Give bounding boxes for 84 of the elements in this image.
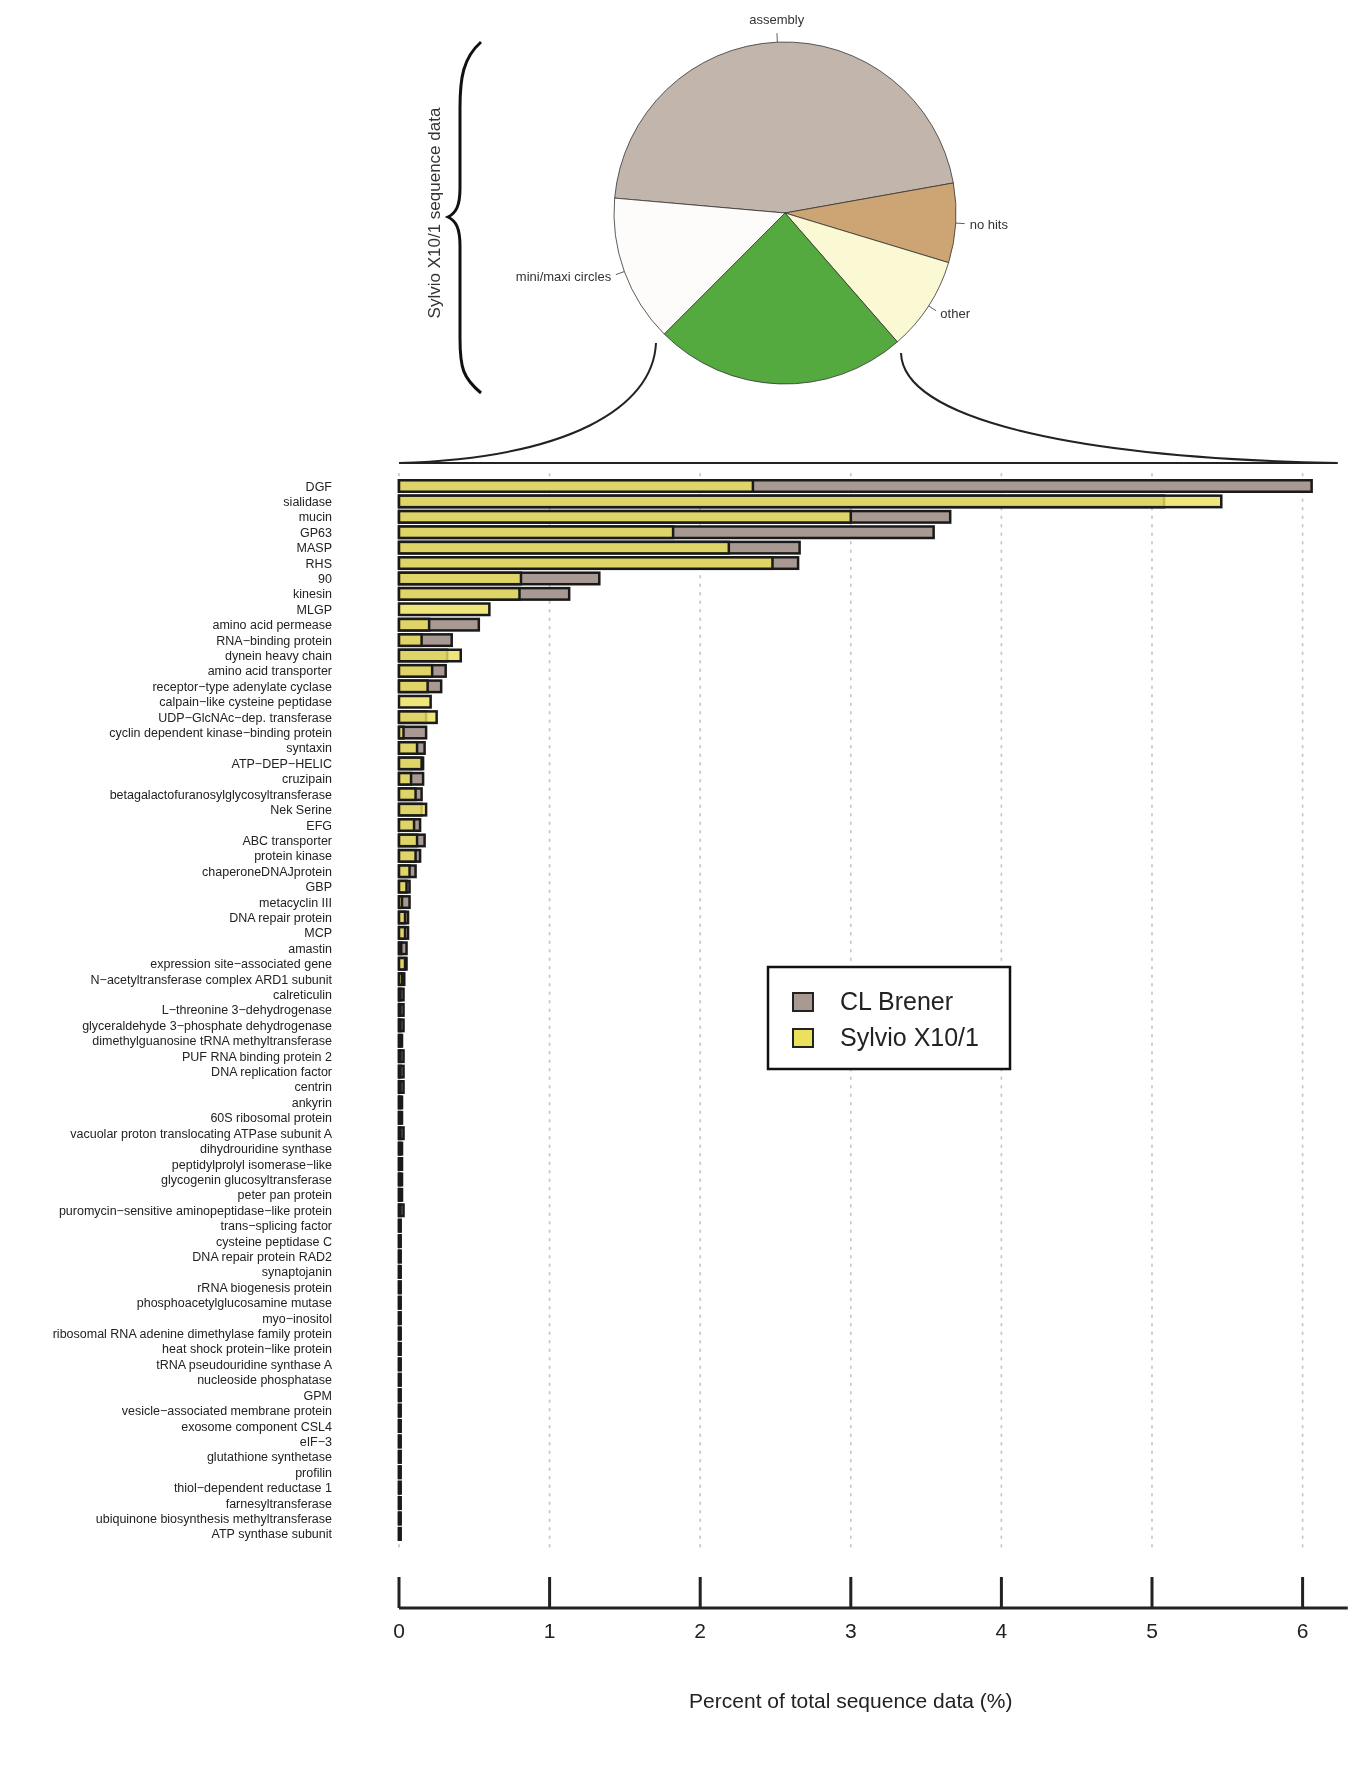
y-tick-label: ABC transporter [242, 833, 332, 848]
y-tick-label: exosome component CSL4 [181, 1419, 333, 1434]
y-tick-label: Nek Serine [270, 803, 333, 818]
y-tick-label: glutathione synthetase [206, 1450, 333, 1465]
y-tick-label: L−threonine 3−dehydrogenase [161, 1003, 333, 1018]
y-tick-label: 60S ribosomal protein [210, 1111, 333, 1126]
y-tick-label: MCP [304, 926, 332, 941]
y-tick-label: centrin [294, 1080, 333, 1095]
x-tick-label: 2 [694, 1619, 707, 1642]
y-tick-label: vesicle−associated membrane protein [121, 1404, 333, 1419]
y-tick-label: expression site−associated gene [150, 957, 333, 972]
y-tick-label: nucleoside phosphatase [197, 1373, 333, 1388]
y-tick-label: sialidase [283, 494, 333, 509]
y-tick-label: ATP−DEP−HELIC [231, 756, 332, 771]
y-tick-label: amino acid transporter [207, 664, 332, 679]
y-tick-label: GPM [303, 1388, 332, 1403]
y-tick-label: DNA replication factor [211, 1065, 332, 1080]
y-tick-label: peptidylprolyl isomerase−like [171, 1157, 333, 1172]
y-tick-label: DGF [305, 479, 333, 494]
slice-label: no hits [969, 216, 1009, 232]
slice-label: other [940, 306, 971, 322]
y-tick-label: amastin [288, 941, 333, 956]
y-tick-label: MLGP [296, 602, 332, 617]
x-tick-label: 6 [1296, 1619, 1309, 1642]
y-tick-label: glycogenin glucosyltransferase [161, 1172, 333, 1187]
y-tick-label: UDP−GlcNAc−dep. transferase [158, 710, 333, 725]
y-tick-label: syntaxin [286, 741, 333, 756]
y-tick-label: 90 [318, 571, 333, 586]
y-tick-label: cyclin dependent kinase−binding protein [109, 726, 333, 741]
x-tick-label: 5 [1146, 1619, 1158, 1642]
y-tick-label: calpain−like cysteine peptidase [159, 695, 333, 710]
y-tick-label: cysteine peptidase C [215, 1234, 332, 1249]
y-tick-label: trans−splicing factor [220, 1219, 332, 1234]
x-tick-label: 0 [393, 1619, 405, 1642]
y-tick-label: N−acetyltransferase complex ARD1 subunit [90, 972, 333, 987]
y-tick-label: ATP synthase subunit [211, 1527, 333, 1542]
y-tick-label: amino acid permease [212, 618, 333, 633]
y-tick-label: ankyrin [291, 1095, 333, 1110]
y-tick-label: DNA repair protein RAD2 [192, 1250, 333, 1264]
y-tick-label: thiol−dependent reductase 1 [173, 1481, 333, 1496]
y-tick-label: DNA repair protein [229, 910, 333, 925]
text: Sylvio X10/1 sequence data [425, 107, 444, 319]
y-tick-label: myo−inositol [262, 1311, 332, 1326]
y-tick-label: RNA−binding protein [216, 633, 333, 648]
y-tick-label: dihydrouridine synthase [199, 1142, 333, 1157]
y-tick-label: farnesyltransferase [225, 1496, 333, 1511]
slice-label: mini/maxi circles [515, 269, 612, 285]
y-tick-label: mucin [298, 510, 333, 525]
y-tick-label: EFG [306, 818, 332, 833]
y-tick-label: cruzipain [281, 772, 333, 787]
y-tick-label: receptor−type adenylate cyclase [152, 679, 333, 694]
slice-label: assembly [749, 12, 805, 28]
y-tick-label: GP63 [300, 525, 333, 540]
y-tick-label: dimethylguanosine tRNA methyltransferase [92, 1034, 333, 1049]
y-tick-label: heat shock protein−like protein [162, 1342, 333, 1357]
y-tick-label: dynein heavy chain [224, 649, 333, 664]
y-tick-label: calreticulin [272, 988, 333, 1003]
y-tick-label: rRNA biogenesis protein [197, 1280, 333, 1295]
y-tick-label: MASP [296, 541, 332, 556]
y-tick-label: peter pan protein [237, 1188, 333, 1203]
y-tick-label: metacyclin III [259, 895, 332, 910]
x-tick-label: 1 [543, 1619, 556, 1642]
y-tick-label: PUF RNA binding protein 2 [181, 1049, 333, 1064]
x-axis-title: Percent of total sequence data (%) [689, 1689, 1013, 1712]
y-tick-label: betagalactofuranosylglycosyltransferase [109, 787, 333, 802]
y-tick-label: glyceraldehyde 3−phosphate dehydrogenase [82, 1018, 333, 1033]
y-tick-label: kinesin [293, 587, 333, 602]
y-tick-label: chaperoneDNAJprotein [202, 864, 333, 879]
y-tick-label: GBP [305, 880, 332, 895]
y-tick-label: puromycin−sensitive aminopeptidase−like protein [58, 1203, 333, 1218]
x-tick-label: 3 [844, 1619, 857, 1642]
legend-label: Sylvio X10/1 [840, 1023, 979, 1051]
y-tick-label: tRNA pseudouridine synthase A [156, 1357, 333, 1372]
y-tick-label: profilin [295, 1465, 333, 1480]
y-tick-label: ubiquinone biosynthesis methyltransferase [95, 1511, 333, 1526]
y-tick-label: eIF−3 [299, 1434, 333, 1449]
y-tick-label: synaptojanin [261, 1265, 333, 1280]
y-tick-label: vacuolar proton translocating ATPase subunit A [70, 1126, 333, 1141]
y-tick-label: protein kinase [254, 849, 333, 864]
y-tick-label: RHS [305, 556, 332, 571]
y-tick-label: phosphoacetylglucosamine mutase [136, 1296, 333, 1311]
y-tick-label: ribosomal RNA adenine dimethylase family protein [52, 1327, 333, 1342]
x-tick-label: 4 [995, 1619, 1008, 1642]
legend-label: CL Brener [840, 987, 954, 1015]
